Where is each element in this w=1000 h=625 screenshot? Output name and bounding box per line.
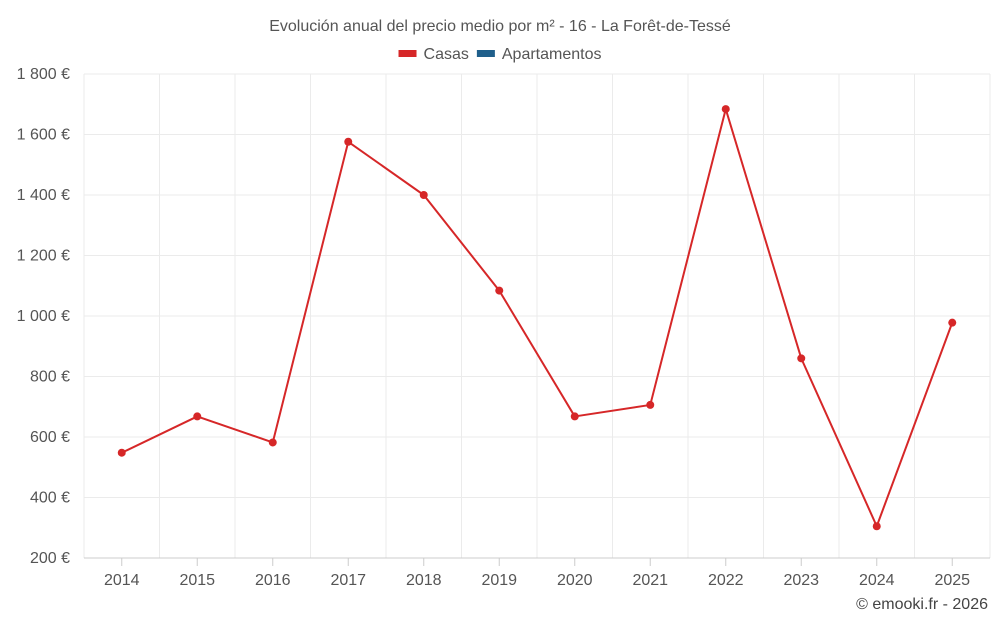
data-point[interactable] bbox=[646, 400, 655, 409]
data-point[interactable] bbox=[495, 286, 504, 295]
y-tick-label: 1 600 € bbox=[17, 127, 70, 144]
legend-label: Casas bbox=[424, 46, 469, 63]
x-tick-label: 2021 bbox=[632, 572, 668, 589]
credit-text: © emooki.fr - 2026 bbox=[856, 596, 988, 613]
x-tick-label: 2023 bbox=[783, 572, 819, 589]
data-point[interactable] bbox=[117, 448, 126, 457]
x-tick-label: 2016 bbox=[255, 572, 291, 589]
legend-swatch bbox=[476, 50, 495, 57]
data-point[interactable] bbox=[872, 522, 881, 531]
data-point[interactable] bbox=[344, 137, 353, 146]
data-point[interactable] bbox=[419, 191, 428, 199]
legend-label: Apartamentos bbox=[502, 46, 602, 63]
y-tick-label: 1 200 € bbox=[17, 248, 70, 265]
grid bbox=[83, 73, 991, 559]
series-line-casas[interactable] bbox=[121, 108, 954, 528]
data-point[interactable] bbox=[948, 318, 957, 327]
y-tick-label: 800 € bbox=[30, 369, 70, 386]
y-axis: 200 € 400 € 600 € 800 € 1 000 € 1 200 € 1 400 … bbox=[17, 66, 70, 567]
x-tick-label: 2024 bbox=[859, 572, 895, 589]
x-tick-label: 2015 bbox=[179, 572, 215, 589]
y-tick-label: 200 € bbox=[30, 550, 70, 567]
chart-title: Evolución anual del precio medio por m² … bbox=[269, 18, 731, 35]
x-tick-label: 2014 bbox=[104, 572, 140, 589]
data-point[interactable] bbox=[797, 354, 806, 363]
legend-swatch bbox=[398, 50, 417, 57]
data-point[interactable] bbox=[721, 105, 730, 114]
x-tick-label: 2025 bbox=[934, 572, 970, 589]
x-tick-label: 2020 bbox=[557, 572, 593, 589]
y-tick-label: 1 000 € bbox=[17, 308, 70, 325]
y-tick-label: 1 400 € bbox=[17, 187, 70, 204]
x-tick-label: 2018 bbox=[406, 572, 442, 589]
x-tick-label: 2022 bbox=[708, 572, 744, 589]
y-tick-label: 400 € bbox=[30, 490, 70, 507]
legend-item-apartamentos[interactable]: Apartamentos bbox=[476, 46, 602, 63]
x-tick-label: 2019 bbox=[481, 572, 517, 589]
y-tick-label: 1 800 € bbox=[17, 66, 70, 83]
series-layer bbox=[117, 105, 957, 531]
data-point[interactable] bbox=[570, 412, 579, 421]
y-tick-label: 600 € bbox=[30, 429, 70, 446]
legend[interactable]: Casas Apartamentos bbox=[398, 46, 602, 63]
x-axis: 2014 2015 2016 2017 2018 2019 2020 2021 2022 2023… bbox=[84, 557, 990, 589]
legend-item-casas[interactable]: Casas bbox=[398, 46, 469, 63]
x-tick-label: 2017 bbox=[330, 572, 366, 589]
data-point[interactable] bbox=[268, 438, 277, 447]
data-point[interactable] bbox=[193, 412, 202, 421]
